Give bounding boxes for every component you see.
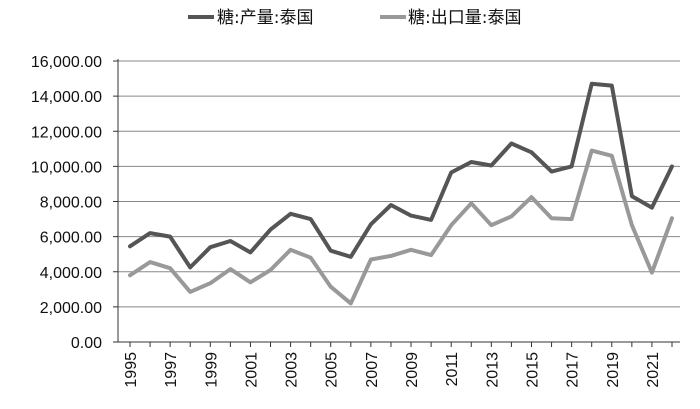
data-point	[529, 195, 533, 199]
x-tick-label: 2011	[444, 352, 461, 387]
x-tick-label: 1997	[163, 352, 180, 388]
data-point	[630, 223, 634, 227]
data-point	[188, 265, 192, 269]
data-point	[590, 149, 594, 153]
y-tick-label: 0.00	[71, 335, 102, 352]
data-point	[509, 142, 513, 146]
data-point	[449, 223, 453, 227]
series-line-production	[128, 81, 674, 270]
legend-label-production: 糖:产量:泰国	[217, 8, 313, 28]
data-point	[329, 285, 333, 289]
y-tick-label: 10,000.00	[31, 159, 102, 176]
data-point	[128, 273, 132, 277]
data-point	[489, 223, 493, 227]
y-tick-label: 12,000.00	[31, 124, 102, 141]
data-point	[168, 266, 172, 270]
x-tick-label: 2005	[324, 352, 341, 388]
data-point	[309, 217, 313, 221]
data-point	[429, 218, 433, 222]
x-tick-label: 1999	[203, 352, 220, 388]
data-point	[309, 256, 313, 260]
x-tick-label: 1995	[123, 352, 140, 388]
plot-area: 0.00 2,000.00 4,000.00 6,000.00 8,000.00 10,0…	[31, 54, 680, 388]
data-point	[570, 217, 574, 221]
data-point	[630, 194, 634, 198]
data-point	[289, 212, 293, 216]
data-point	[269, 268, 273, 272]
legend-label-export: 糖:出口量:泰国	[408, 8, 521, 28]
data-point	[650, 271, 654, 275]
data-point	[610, 154, 614, 158]
x-tick-label: 2007	[364, 352, 381, 388]
data-point	[550, 216, 554, 220]
data-point	[269, 228, 273, 232]
data-point	[349, 255, 353, 259]
data-point	[590, 82, 594, 86]
y-tick-label: 14,000.00	[31, 89, 102, 106]
series-line-export	[128, 148, 674, 306]
x-tick-label: 2015	[524, 352, 541, 388]
legend: 糖:产量:泰国 糖:出口量:泰国	[188, 8, 521, 28]
data-point	[369, 222, 373, 226]
data-point	[670, 164, 674, 168]
data-point	[489, 163, 493, 167]
y-tick-label: 16,000.00	[31, 54, 102, 71]
x-tick-label: 2013	[484, 352, 501, 388]
data-point	[610, 84, 614, 88]
data-point	[168, 235, 172, 239]
data-point	[128, 244, 132, 248]
y-tick-label: 8,000.00	[40, 195, 102, 212]
data-point	[469, 201, 473, 205]
data-point	[389, 254, 393, 258]
data-point	[289, 248, 293, 252]
data-point	[329, 249, 333, 253]
data-point	[550, 170, 554, 174]
x-tick-label: 2001	[243, 352, 260, 388]
data-point	[650, 206, 654, 210]
data-point	[228, 267, 232, 271]
data-point	[208, 281, 212, 285]
data-point	[228, 239, 232, 243]
x-tick-label: 2017	[565, 352, 582, 388]
data-point	[670, 216, 674, 220]
data-point	[208, 245, 212, 249]
y-tick-label: 2,000.00	[40, 300, 102, 317]
y-tick-label: 4,000.00	[40, 265, 102, 282]
data-point	[409, 248, 413, 252]
x-tick-label: 2019	[605, 352, 622, 388]
data-point	[570, 164, 574, 168]
x-tick-label: 2003	[284, 352, 301, 388]
y-tick-label: 6,000.00	[40, 230, 102, 247]
x-tick-label: 2021	[645, 352, 662, 388]
x-tick-label: 2009	[404, 352, 421, 388]
data-point	[188, 290, 192, 294]
data-point	[409, 214, 413, 218]
data-point	[148, 260, 152, 264]
data-point	[449, 171, 453, 175]
data-point	[509, 214, 513, 218]
data-point	[429, 253, 433, 257]
data-point	[248, 280, 252, 284]
data-point	[148, 231, 152, 235]
data-point	[349, 301, 353, 305]
data-point	[529, 150, 533, 154]
data-point	[389, 203, 393, 207]
data-point	[248, 250, 252, 254]
data-point	[369, 257, 373, 261]
data-point	[469, 160, 473, 164]
